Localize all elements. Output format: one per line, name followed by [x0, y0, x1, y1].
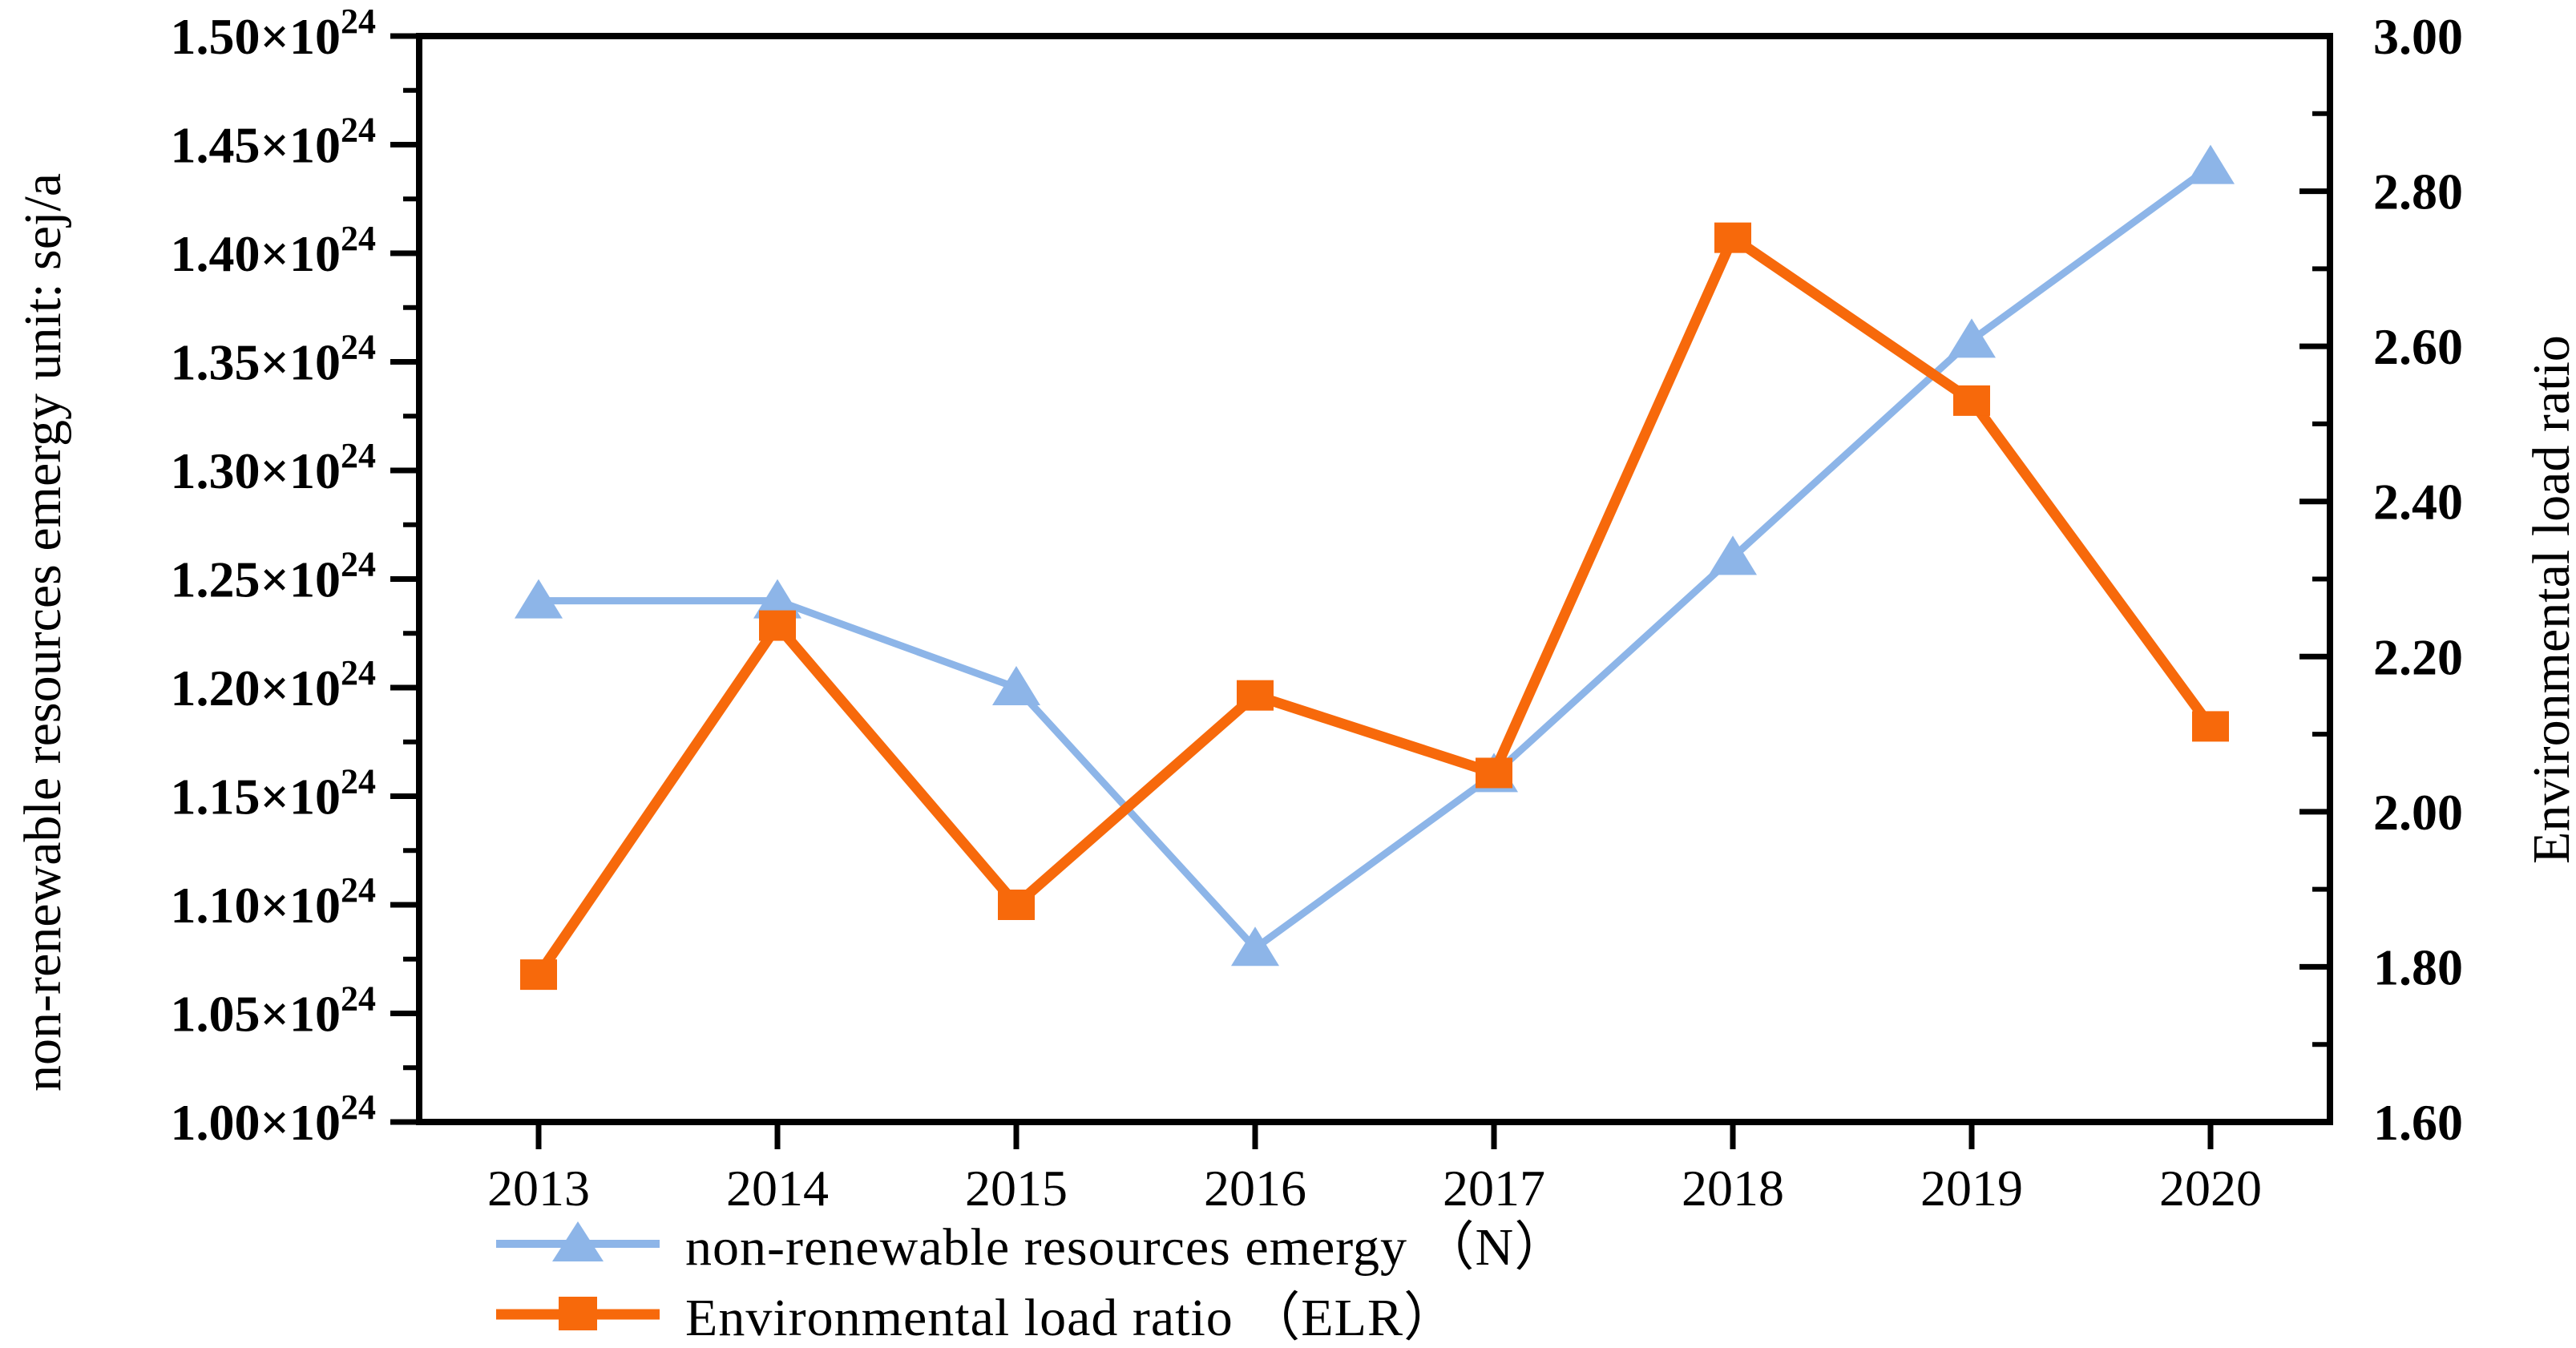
triangle-marker [515, 579, 563, 619]
square-marker [1714, 222, 1751, 253]
legend: non-renewable resources emergy （N） Envir… [493, 1207, 1568, 1348]
legend-label-emergy: non-renewable resources emergy （N） [685, 1218, 1569, 1277]
square-marker [998, 890, 1035, 920]
left-tick-label: 1.15×1024 [171, 762, 376, 825]
triangle-marker [2186, 144, 2235, 184]
legend-line-triangle-icon [496, 1221, 660, 1261]
series-line-1 [534, 229, 2215, 978]
triangle-marker [992, 666, 1040, 705]
square-marker [759, 610, 796, 641]
right-tick-label: 2.20 [2373, 628, 2463, 685]
legend-item-emergy: non-renewable resources emergy （N） [493, 1207, 1568, 1277]
x-tick-label: 2017 [1443, 1160, 1545, 1217]
left-tick-label: 1.25×1024 [171, 545, 376, 608]
triangle-marker [1709, 535, 1757, 575]
triangle-marker [1231, 926, 1279, 967]
series-line-0 [539, 163, 2213, 954]
legend-label-elr: Environmental load ratio （ELR） [685, 1289, 1457, 1347]
right-tick-label: 2.00 [2373, 784, 2463, 841]
left-axis-title: non-renewable resources emergy unit: sej… [14, 172, 72, 1092]
x-tick-label: 2019 [1920, 1160, 2023, 1217]
x-tick-label: 2014 [726, 1160, 829, 1217]
left-tick-label: 1.40×1024 [171, 219, 376, 282]
right-tick-label: 2.80 [2373, 163, 2463, 220]
right-tick-label: 3.00 [2373, 8, 2463, 65]
legend-item-elr: Environmental load ratio （ELR） [493, 1277, 1568, 1348]
square-marker [1953, 385, 1990, 416]
right-tick-label: 2.40 [2373, 474, 2463, 531]
left-tick-label: 1.35×1024 [171, 328, 376, 391]
x-tick-label: 2018 [1682, 1160, 1784, 1217]
right-axis-title: Environmental load ratio [2522, 335, 2576, 864]
square-marker [1237, 680, 1274, 711]
plot-frame [416, 33, 2333, 1125]
x-tick-label: 2015 [965, 1160, 1068, 1217]
left-tick-label: 1.50×1024 [171, 2, 376, 65]
legend-line-square-icon [496, 1297, 660, 1330]
left-tick-label: 1.30×1024 [171, 436, 376, 499]
left-tick-label: 1.00×1024 [171, 1088, 376, 1151]
triangle-marker [753, 579, 801, 619]
square-marker [520, 959, 557, 991]
left-tick-label: 1.45×1024 [171, 111, 376, 174]
square-marker [1476, 757, 1512, 789]
left-tick-label: 1.05×1024 [171, 979, 376, 1043]
triangle-marker [1948, 318, 1996, 358]
right-tick-label: 2.60 [2373, 318, 2463, 375]
left-tick-label: 1.10×1024 [171, 870, 376, 934]
right-tick-label: 1.80 [2373, 938, 2463, 995]
left-tick-label: 1.20×1024 [171, 653, 376, 716]
x-tick-label: 2016 [1204, 1160, 1306, 1217]
x-tick-label: 2013 [487, 1160, 590, 1217]
square-marker [2192, 711, 2229, 742]
right-tick-label: 1.60 [2373, 1094, 2463, 1151]
x-tick-label: 2020 [2159, 1160, 2262, 1217]
